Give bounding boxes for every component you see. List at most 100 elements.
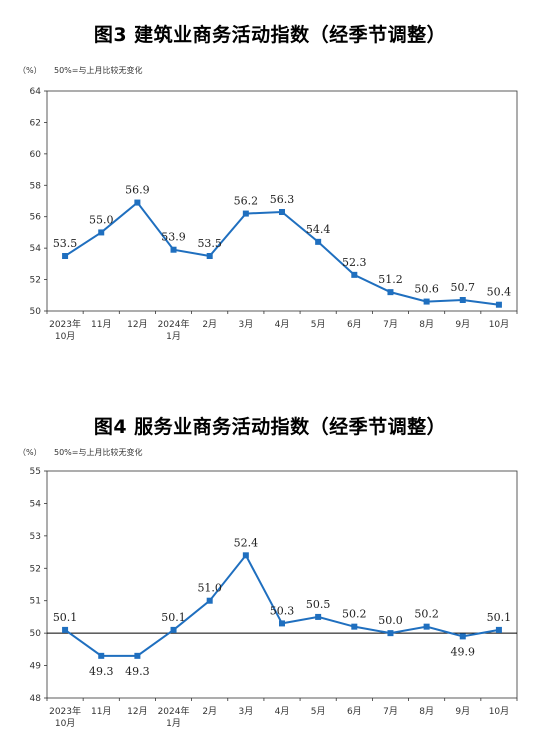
- data-point: [242, 210, 249, 217]
- data-point: [279, 209, 285, 215]
- x-tick-label: 4月: [275, 319, 290, 330]
- x-tick-label: 7月: [383, 706, 398, 717]
- y-tick-label: 55: [30, 467, 41, 477]
- chart-panel-construction: 图3 建筑业商务活动指数（经季节调整） （%） 50%=与上月比较无变化 50 52 5…: [18, 24, 518, 342]
- y-tick-label: 56: [30, 213, 42, 223]
- x-tick-label: 12月: [127, 319, 147, 330]
- data-point: [170, 626, 177, 633]
- services-chart: （%） 50%=与上月比较无变化 48 49 50 51 52 53 54 55 2023年 10月 1…: [18, 447, 518, 729]
- data-label: 50.2: [414, 608, 439, 621]
- y-tick-label: 49: [30, 662, 42, 672]
- data-point: [423, 298, 430, 305]
- y-axis-unit: （%）: [18, 448, 42, 457]
- x-tick-label: 5月: [311, 319, 326, 330]
- y-axis-unit: （%）: [18, 66, 42, 75]
- x-tick-label: 3月: [238, 319, 253, 330]
- data-label: 55.0: [89, 213, 114, 226]
- chart-title: 图3 建筑业商务活动指数（经季节调整）: [93, 24, 447, 46]
- baseline-note: 50%=与上月比较无变化: [54, 447, 142, 457]
- y-tick-label: 51: [30, 597, 41, 607]
- y-tick-label: 58: [30, 181, 42, 191]
- y-tick-label: 53: [30, 532, 41, 542]
- data-label: 51.2: [378, 273, 403, 286]
- data-label: 50.7: [451, 281, 476, 294]
- data-label: 56.3: [270, 193, 295, 206]
- y-tick-label: 62: [30, 118, 41, 128]
- x-tick-label: 12月: [127, 706, 147, 717]
- data-point: [423, 623, 430, 630]
- x-tick-label: 11月: [91, 706, 111, 717]
- x-tick-label: 2024年 1月: [158, 705, 190, 729]
- x-tick-label: 2023年 10月: [49, 705, 81, 729]
- data-point: [315, 238, 322, 245]
- data-point: [387, 630, 394, 637]
- data-point: [98, 652, 105, 659]
- data-point: [387, 289, 394, 296]
- data-label: 50.1: [487, 611, 512, 624]
- data-label: 50.4: [487, 286, 512, 299]
- x-tick-label: 2月: [202, 319, 217, 330]
- x-tick-label: 8月: [419, 319, 434, 330]
- x-tick-label: 7月: [383, 319, 398, 330]
- x-tick-label: 5月: [311, 706, 326, 717]
- data-point: [459, 633, 466, 640]
- data-label: 50.0: [378, 614, 403, 627]
- data-point: [134, 199, 141, 206]
- x-tick-label: 10月: [489, 319, 509, 330]
- plot-frame: [46, 90, 518, 312]
- data-label: 53.5: [197, 237, 222, 250]
- data-label: 52.4: [234, 536, 259, 549]
- data-point: [351, 271, 358, 278]
- data-point: [62, 626, 69, 633]
- y-tick-label: 54: [30, 499, 42, 509]
- chart-panel-services: 图4 服务业商务活动指数（经季节调整） （%） 50%=与上月比较无变化 48 49 5…: [0, 374, 540, 748]
- data-point: [134, 652, 141, 659]
- data-label: 54.4: [306, 223, 331, 236]
- x-tick-label: 2月: [202, 706, 217, 717]
- chart-title: 图4 服务业商务活动指数（经季节调整）: [93, 416, 447, 438]
- data-label: 50.2: [342, 608, 367, 621]
- data-point: [98, 229, 105, 236]
- data-point: [242, 552, 249, 559]
- baseline-note: 50%=与上月比较无变化: [54, 65, 142, 75]
- plot-frame: [46, 470, 518, 699]
- x-tick-label: 11月: [91, 319, 111, 330]
- data-label: 56.9: [125, 184, 150, 197]
- x-tick-label: 4月: [275, 706, 290, 717]
- y-tick-label: 52: [30, 564, 41, 574]
- data-label: 50.6: [414, 283, 439, 296]
- y-tick-label: 60: [30, 150, 42, 160]
- data-label: 51.0: [197, 582, 222, 595]
- data-label: 50.5: [306, 598, 331, 611]
- data-label: 50.1: [53, 611, 78, 624]
- construction-chart: （%） 50%=与上月比较无变化 50 52 54 56 58 60 62 64 2023年 10月 1…: [18, 65, 518, 342]
- data-label: 50.1: [161, 611, 186, 624]
- data-label: 56.2: [234, 195, 259, 208]
- data-label: 49.9: [451, 645, 476, 658]
- data-label: 49.3: [125, 665, 150, 678]
- y-tick-label: 64: [30, 87, 42, 97]
- x-tick-label: 2023年 10月: [49, 318, 81, 342]
- y-tick-label: 48: [30, 694, 42, 704]
- y-tick-label: 50: [30, 307, 42, 317]
- data-point: [206, 597, 213, 604]
- data-label: 53.5: [53, 237, 78, 250]
- data-label: 52.3: [342, 256, 367, 269]
- data-point: [279, 620, 285, 627]
- data-point: [351, 623, 358, 630]
- data-label: 50.3: [270, 604, 295, 617]
- x-tick-label: 6月: [347, 706, 362, 717]
- data-point: [315, 613, 322, 620]
- data-point: [206, 253, 213, 259]
- data-point: [459, 297, 466, 303]
- y-tick-label: 54: [30, 244, 42, 254]
- x-tick-label: 2024年 1月: [158, 318, 190, 342]
- x-tick-label: 10月: [489, 706, 509, 717]
- x-tick-label: 9月: [455, 706, 470, 717]
- y-tick-label: 50: [30, 629, 42, 639]
- data-label: 53.9: [161, 231, 186, 244]
- data-point: [495, 301, 502, 308]
- x-tick-label: 3月: [238, 706, 253, 717]
- data-label: 49.3: [89, 665, 114, 678]
- data-point: [62, 253, 69, 259]
